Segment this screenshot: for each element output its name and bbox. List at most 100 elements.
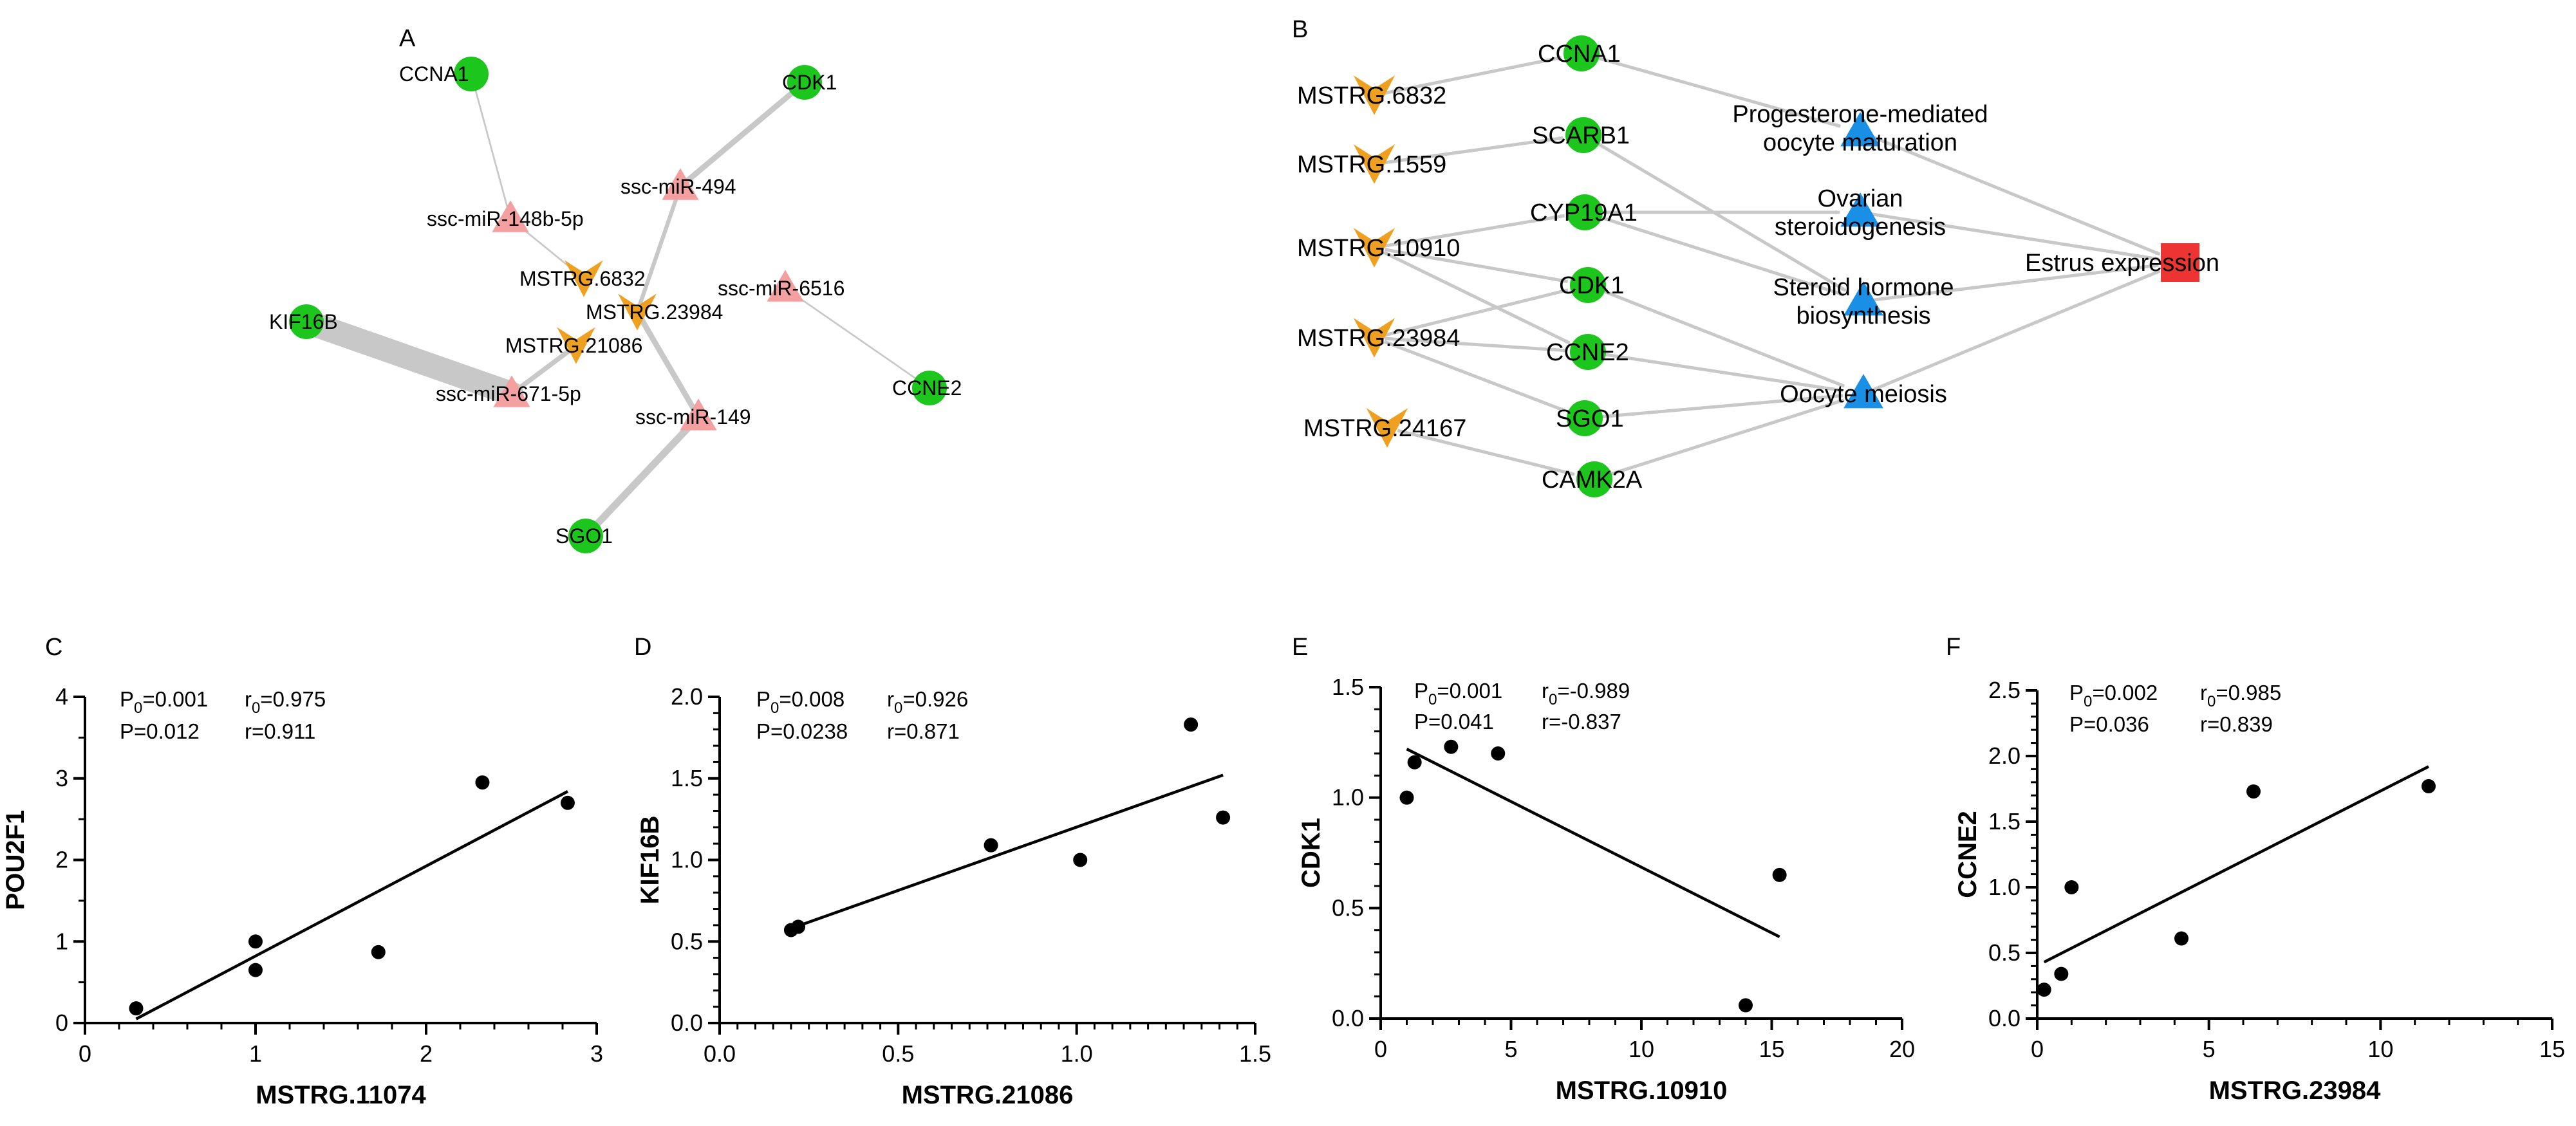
node-label-ssc-mir-148b-5p: ssc-miR-148b-5p: [427, 207, 584, 230]
node-label-mstrg-10910: MSTRG.10910: [1297, 235, 1460, 262]
data-point: [1216, 810, 1231, 825]
node-label-progesterone-mediated-oocyte-maturation: Progesterone-mediated oocyte maturation: [1732, 101, 1988, 156]
data-point: [1184, 717, 1199, 732]
edge-ccna1-mir148: [470, 73, 512, 220]
panel-letter-d: D: [634, 634, 651, 661]
node-label-ccna1: CCNA1: [399, 62, 469, 86]
data-point: [475, 775, 490, 790]
x-tick-label: 1.0: [1061, 1040, 1093, 1067]
y-tick-label: 4: [55, 683, 68, 710]
stat-p: P=0.012: [120, 719, 200, 743]
data-point: [248, 934, 263, 949]
y-axis-title: KIF16B: [636, 816, 664, 905]
edge-g-camk2a-p-meio: [1604, 398, 1845, 478]
node-cyp19a1: [1567, 194, 1603, 230]
y-tick-label: 2.0: [1988, 743, 2021, 769]
node-mstrg-23984: [618, 293, 657, 331]
stat-p: P=0.041: [1414, 710, 1494, 734]
data-point: [1073, 853, 1088, 867]
y-tick-label: 1.5: [671, 765, 703, 791]
edge-cdk1-mir494: [677, 79, 808, 190]
node-label-estrus-expression: Estrus expression: [2025, 250, 2219, 277]
node-mstrg-21086: [557, 327, 595, 364]
stat-p: P=0.0238: [756, 719, 848, 743]
node-ssc-mir-671-5p: [493, 375, 530, 407]
x-axis-title: MSTRG.11074: [256, 1081, 426, 1109]
node-ccna1: [454, 57, 489, 91]
node-progesterone-mediated-oocyte-maturation: [1840, 112, 1880, 147]
y-tick-label: 2.5: [1988, 677, 2021, 703]
node-label-scarb1: SCARB1: [1532, 122, 1630, 149]
y-tick-label: 0: [55, 1010, 68, 1036]
y-axis-title: CDK1: [1297, 818, 1325, 888]
panel-b-network: B MSTRG.6832 MSTRG.1559 MSTRG.10910 MSTRG.2…: [1292, 16, 2219, 497]
node-label-sgo1: SGO1: [555, 524, 613, 548]
y-axis-title: POU2F1: [1, 810, 30, 910]
edge-p-ster-e: [1874, 263, 2159, 302]
node-label-cdk1: CDK1: [782, 71, 837, 94]
node-steroid-hormone-biosynthesis: [1843, 281, 1883, 316]
edge-l23984-g-sgo1: [1383, 340, 1567, 412]
node-ssc-mir-494: [662, 168, 699, 200]
stat-r0: r0=0.926: [887, 687, 968, 717]
stat-r0: r0=0.975: [245, 687, 326, 717]
data-point: [1399, 790, 1414, 805]
x-tick-label: 10: [2367, 1036, 2393, 1062]
node-mstrg-23984: [1353, 318, 1395, 358]
edge-l6832-g-ccna1: [1384, 55, 1562, 95]
chart-c: C 0 1 2 3 0 1 2 3 4 MSTRG.11074 POU2F1 P0=0.001 r0=0.…: [1, 634, 603, 1109]
edge-l1559-g-scarb1: [1385, 136, 1563, 165]
edge-kif16b-mir671: [294, 309, 524, 406]
node-label-steroid-hormone-biosynthesis: Steroid hormone biosynthesis: [1773, 274, 1954, 329]
x-tick-label: 0: [1374, 1036, 1387, 1062]
stat-p0: P0=0.001: [120, 687, 208, 717]
edge-l24167-g-camk2a: [1397, 429, 1575, 476]
x-tick-label: 0: [2031, 1036, 2044, 1062]
node-cdk1: [787, 65, 822, 100]
node-label-ssc-mir-671-5p: ssc-miR-671-5p: [436, 382, 581, 405]
node-sgo1: [1567, 400, 1603, 436]
data-point: [129, 1001, 144, 1016]
node-label-ssc-mir-494: ssc-miR-494: [621, 175, 736, 198]
edge-p-meio-e: [1872, 269, 2161, 391]
node-label-ccna1: CCNA1: [1538, 41, 1621, 68]
edge-l10910-g-ccne2: [1383, 251, 1571, 345]
node-ovarian-steroidogenesis: [1840, 192, 1880, 227]
node-estrus-expression: [2161, 243, 2199, 282]
node-label-mstrg-23984: MSTRG.23984: [1297, 325, 1460, 352]
data-point: [1444, 739, 1459, 754]
y-tick-label: 1.5: [1988, 808, 2021, 835]
data-point: [248, 963, 263, 977]
node-mstrg-6832: [565, 260, 603, 297]
panel-a-network: A CCNA1 CDK1 KIF16B CCNE2 SGO1 ssc-miR-148b-5…: [269, 25, 962, 553]
x-tick-label: 15: [2539, 1036, 2565, 1062]
network-b-edges: [1383, 55, 2161, 478]
edge-l23984-g-cdk1: [1384, 288, 1569, 337]
panel-letter-c: C: [45, 634, 62, 661]
node-label-camk2a: CAMK2A: [1542, 466, 1643, 494]
regression-line: [2043, 765, 2430, 964]
node-label-mstrg-24167: MSTRG.24167: [1303, 415, 1466, 442]
x-tick-label: 1.5: [1239, 1040, 1271, 1067]
chart-e: E 0 5 10 15 20 0.0 0.5 1.0 1.5 MSTRG.10910 CDK1 P0=0…: [1292, 634, 1915, 1105]
edge-l10910-g-cdk1: [1385, 248, 1569, 283]
node-oocyte-meiosis: [1843, 374, 1883, 409]
x-tick-label: 5: [1504, 1036, 1517, 1062]
regression-line: [790, 773, 1224, 930]
stat-r0: r0=0.985: [2200, 681, 2281, 710]
data-point: [2246, 784, 2261, 799]
y-tick-label: 1.0: [1332, 784, 1364, 811]
node-label-ssc-mir-6516: ssc-miR-6516: [718, 277, 845, 300]
node-cdk1: [1570, 267, 1606, 303]
node-mstrg-24167: [1366, 408, 1408, 448]
x-tick-label: 20: [1889, 1036, 1915, 1062]
panel-letter-e: E: [1292, 634, 1308, 661]
data-point: [371, 945, 386, 959]
x-axis-title: MSTRG.10910: [1556, 1076, 1728, 1105]
node-label-ccne2: CCNE2: [1546, 339, 1629, 366]
x-tick-label: 0: [79, 1040, 91, 1067]
node-mstrg-6832: [1353, 75, 1395, 115]
node-label-cyp19a1: CYP19A1: [1530, 199, 1638, 226]
network-a-nodes: [289, 57, 947, 553]
